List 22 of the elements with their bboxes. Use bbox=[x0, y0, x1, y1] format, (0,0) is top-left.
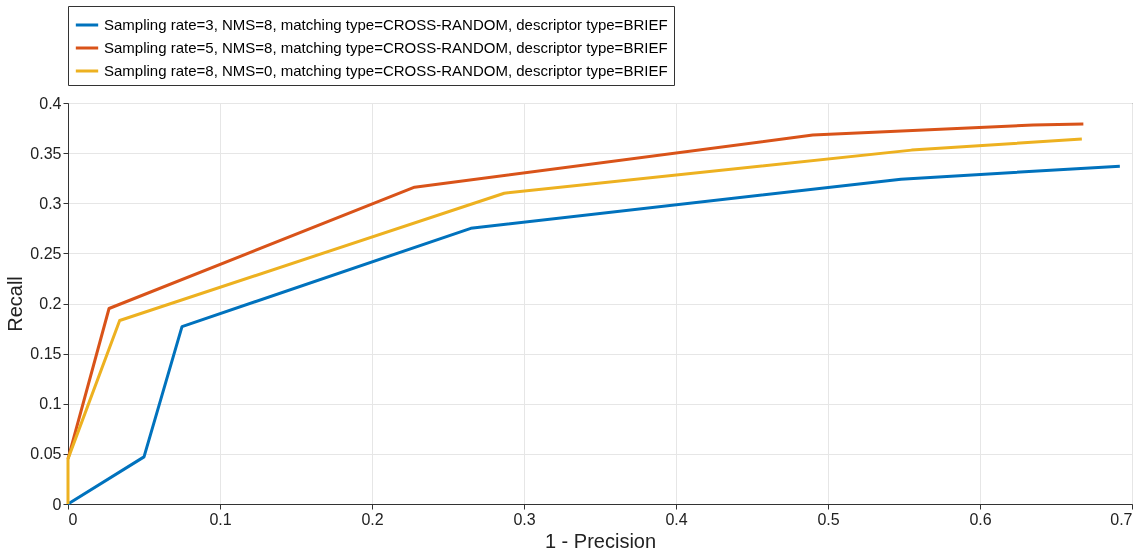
y-tick-label: 0.35 bbox=[30, 144, 62, 162]
x-tick-label: 0.5 bbox=[817, 510, 840, 528]
x-tick-label: 0.2 bbox=[361, 510, 384, 528]
y-tick-label: 0.05 bbox=[30, 445, 62, 463]
legend-label: Sampling rate=8, NMS=0, matching type=CROSS-RANDOM, descriptor type=BRIEF bbox=[104, 62, 668, 79]
legend-label: Sampling rate=5, NMS=8, matching type=CROSS-RANDOM, descriptor type=BRIEF bbox=[104, 39, 668, 56]
y-tick-label: 0.3 bbox=[39, 194, 62, 212]
y-tick-label: 0.4 bbox=[39, 94, 62, 112]
y-tick-label: 0 bbox=[52, 495, 62, 513]
legend-label: Sampling rate=3, NMS=8, matching type=CROSS-RANDOM, descriptor type=BRIEF bbox=[104, 16, 668, 33]
y-tick-label: 0.1 bbox=[39, 395, 62, 413]
y-tick-label: 0.15 bbox=[30, 345, 62, 363]
y-tick-label: 0.25 bbox=[30, 244, 62, 262]
x-tick-label: 0.3 bbox=[513, 510, 536, 528]
y-axis-title: Recall bbox=[4, 276, 27, 332]
x-axis-title: 1 - Precision bbox=[544, 529, 657, 552]
x-tick-label: 0 bbox=[68, 510, 78, 528]
x-tick-label: 0.1 bbox=[209, 510, 232, 528]
x-tick-label: 0.6 bbox=[969, 510, 992, 528]
x-tick-label: 0.4 bbox=[665, 510, 688, 528]
y-tick-label: 0.2 bbox=[39, 295, 62, 312]
x-tick-label: 0.7 bbox=[1110, 510, 1133, 528]
